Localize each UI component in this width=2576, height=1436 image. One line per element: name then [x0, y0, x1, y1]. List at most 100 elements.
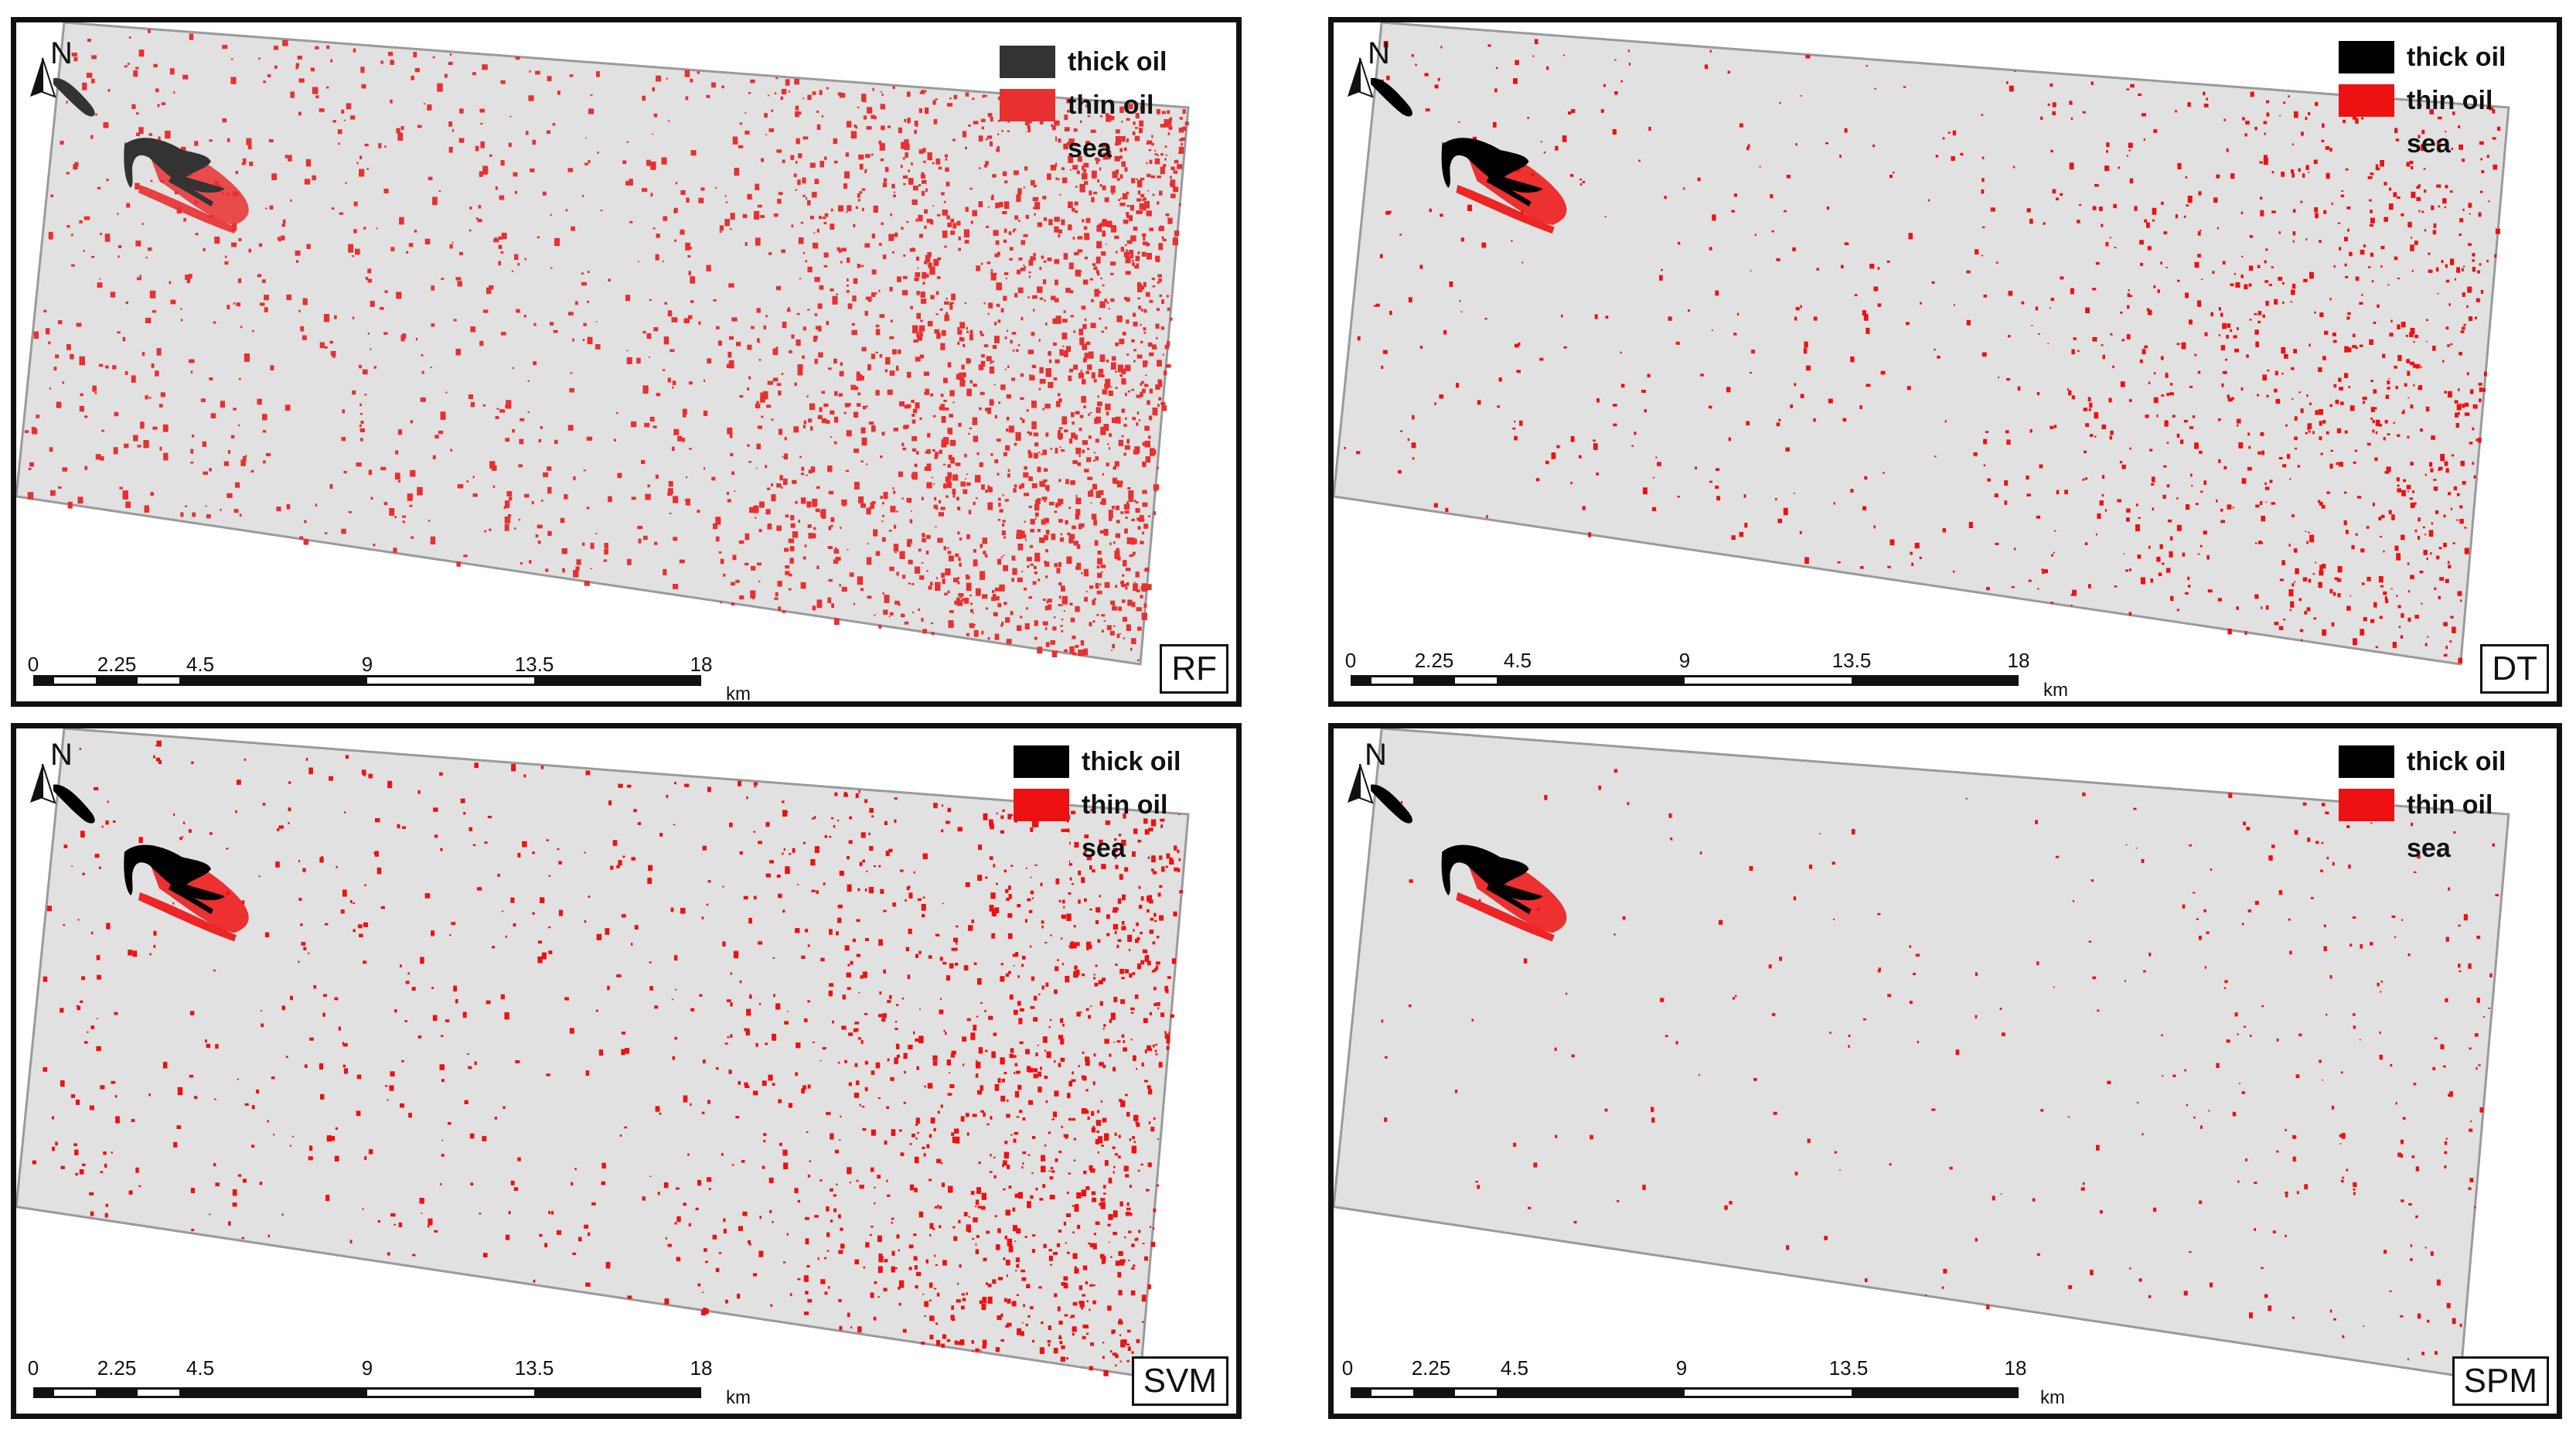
- sea-swatch: [1000, 132, 1055, 165]
- map-panel-rf: N thick oil thin oil sea 0 2.25 4.5 9 13…: [11, 17, 1242, 707]
- sea-area: [1334, 728, 2510, 1378]
- scale-unit: km: [726, 1387, 751, 1408]
- legend-label: thin oil: [1068, 90, 1154, 120]
- scale-tick-label: 2.25: [1411, 1356, 1451, 1380]
- thin-oil-swatch: [2339, 84, 2394, 117]
- north-arrow-icon: [1348, 57, 1374, 98]
- map-canvas: [1334, 728, 2510, 1398]
- scale-tick-label: 2.25: [97, 1356, 137, 1380]
- scale-tick-label: 4.5: [1500, 1356, 1529, 1380]
- map-canvas: [16, 728, 1190, 1398]
- legend-item-sea: sea: [1000, 132, 1112, 165]
- scale-tick-label: 4.5: [186, 1356, 215, 1380]
- scale-tick-label: 18: [2007, 649, 2030, 672]
- legend-label: sea: [2407, 833, 2451, 863]
- legend-item-thin-oil: thin oil: [1000, 89, 1153, 121]
- legend-label: sea: [2407, 128, 2451, 159]
- legend-label: thin oil: [2407, 85, 2493, 115]
- north-label: N: [1368, 36, 1390, 70]
- scale-bar-graphic: [1351, 1387, 2019, 1398]
- thick-oil-swatch: [2339, 745, 2394, 778]
- legend-label: thick oil: [1082, 746, 1181, 776]
- north-arrow-icon: [30, 57, 56, 98]
- thick-oil-swatch: [2339, 41, 2394, 73]
- thin-oil-swatch: [2339, 789, 2394, 821]
- sea-swatch: [2339, 832, 2394, 865]
- thick-oil-swatch: [1014, 745, 1069, 778]
- scale-tick-label: 18: [690, 653, 713, 676]
- method-label: SVM: [1131, 1356, 1228, 1406]
- scale-tick-label: 0: [27, 1356, 39, 1380]
- thin-oil-swatch: [1014, 789, 1069, 821]
- scale-tick-label: 13.5: [514, 1356, 554, 1380]
- scale-tick-label: 9: [361, 1356, 373, 1380]
- legend-label: thin oil: [1082, 790, 1168, 820]
- sea-area: [1334, 22, 2510, 666]
- scale-tick-label: 9: [361, 653, 373, 676]
- scale-tick-label: 0: [27, 653, 39, 676]
- legend-item-thick-oil: thick oil: [1000, 46, 1167, 78]
- thin-oil-tail: [138, 892, 237, 942]
- thin-oil-speckles: [32, 740, 1184, 1376]
- map-panel-spm: N thick oil thin oil sea 0 2.25 4.5 9 13…: [1328, 723, 2562, 1419]
- thin-oil-speckles: [1344, 39, 2501, 663]
- map-panel-svm: N thick oil thin oil sea 0 2.25 4.5 9 13…: [11, 723, 1242, 1419]
- scale-tick-label: 13.5: [1828, 1356, 1869, 1380]
- thin-oil-swatch: [1000, 89, 1055, 121]
- scale-tick-label: 9: [1678, 649, 1691, 672]
- scale-tick-label: 4.5: [186, 653, 215, 676]
- thick-oil-slick: [53, 77, 225, 206]
- north-arrow-icon: [30, 763, 56, 804]
- scale-tick-label: 2.25: [1414, 649, 1454, 672]
- sea-swatch: [1014, 832, 1069, 865]
- method-label: DT: [2480, 644, 2549, 694]
- legend-item-thin-oil: thin oil: [1014, 789, 1167, 821]
- scale-tick-label: 0: [1344, 649, 1357, 672]
- legend-label: thin oil: [2407, 790, 2493, 820]
- legend-item-sea: sea: [2339, 832, 2451, 865]
- legend-label: thick oil: [2407, 746, 2506, 776]
- legend-item-thick-oil: thick oil: [1014, 745, 1181, 778]
- thin-oil-tail: [1456, 185, 1555, 234]
- scale-unit: km: [2040, 1387, 2065, 1408]
- scale-bar-graphic: [33, 675, 701, 686]
- thin-oil-tail: [1456, 892, 1555, 942]
- method-label: RF: [1160, 644, 1228, 694]
- scale-tick-label: 13.5: [1831, 649, 1872, 672]
- scale-bar-graphic: [1351, 675, 2019, 686]
- map-panel-dt: N thick oil thin oil sea 0 2.25 4.5 9 13…: [1328, 17, 2562, 707]
- scale-tick-label: 18: [690, 1356, 713, 1380]
- map-canvas: [1334, 22, 2510, 686]
- scale-unit: km: [2043, 680, 2068, 701]
- legend-label: sea: [1068, 133, 1112, 163]
- thick-oil-swatch: [1000, 46, 1055, 78]
- thin-oil-tail: [138, 185, 237, 234]
- legend-item-sea: sea: [1014, 832, 1126, 865]
- legend-item-thin-oil: thin oil: [2339, 789, 2493, 821]
- legend-label: thick oil: [2407, 42, 2506, 72]
- scale-tick-label: 9: [1675, 1356, 1688, 1380]
- legend-item-thick-oil: thick oil: [2339, 745, 2506, 778]
- map-canvas: [16, 22, 1190, 686]
- legend-label: sea: [1082, 833, 1126, 863]
- sea-swatch: [2339, 128, 2394, 160]
- thick-oil-slick: [1371, 784, 1543, 915]
- thick-oil-slick: [1371, 77, 1543, 206]
- legend-item-sea: sea: [2339, 128, 2451, 160]
- legend-item-thin-oil: thin oil: [2339, 84, 2493, 117]
- scale-tick-label: 0: [1341, 1356, 1354, 1380]
- scale-unit: km: [726, 684, 751, 704]
- north-label: N: [50, 36, 73, 70]
- north-label: N: [50, 738, 73, 772]
- scale-tick-label: 4.5: [1503, 649, 1532, 672]
- method-label: SPM: [2452, 1356, 2549, 1406]
- thick-oil-slick: [53, 784, 225, 915]
- scale-tick-label: 2.25: [97, 653, 137, 676]
- legend-item-thick-oil: thick oil: [2339, 41, 2506, 73]
- legend-label: thick oil: [1068, 46, 1167, 77]
- north-arrow-icon: [1348, 763, 1374, 804]
- thin-oil-speckles: [1381, 769, 2499, 1361]
- scale-tick-label: 18: [2004, 1356, 2027, 1380]
- scale-bar-graphic: [33, 1387, 701, 1398]
- scale-tick-label: 13.5: [514, 653, 554, 676]
